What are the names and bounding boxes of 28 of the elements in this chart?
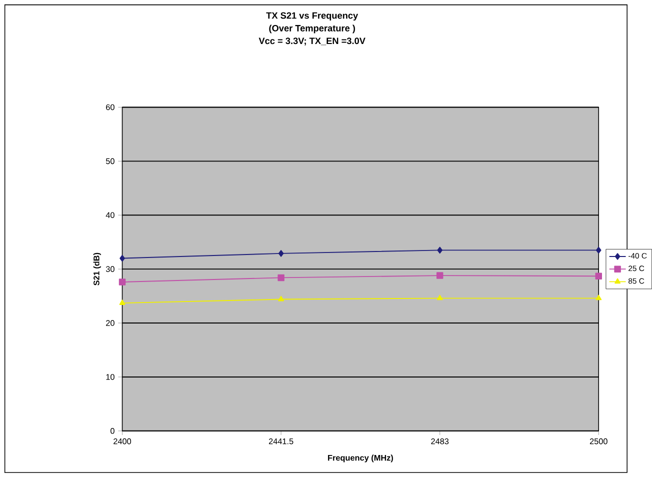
point: [437, 246, 442, 254]
point: [118, 278, 126, 286]
y-tick-label: 0: [110, 428, 114, 434]
x-tick-label: 2400: [114, 438, 132, 444]
x-tick-label: 2483: [431, 438, 449, 444]
chart-subtitle: (Over Temperature ): [269, 24, 355, 34]
y-tick-label: 20: [106, 320, 114, 326]
text: Vcc = 3.3V; TX_EN =3.0V: [258, 37, 366, 46]
y-tick-label: 40: [106, 212, 114, 218]
point: [278, 274, 284, 281]
y-tick-label: 50: [106, 158, 114, 164]
y-tick-label: 10: [106, 374, 114, 380]
point: [436, 272, 444, 279]
point: [595, 272, 602, 280]
point: [596, 246, 602, 254]
x-tick-label: 2441.5: [268, 438, 294, 444]
point: [278, 250, 284, 257]
y-tick-label: 60: [106, 104, 114, 110]
point: [120, 254, 125, 262]
y-axis-title: S21 (dB): [93, 252, 101, 286]
chart-title: TX S21 vs Frequency: [266, 12, 358, 20]
point: [119, 300, 126, 305]
x-axis-title: Frequency (MHz): [328, 454, 393, 462]
y-tick-label: 30: [106, 266, 114, 272]
x-tick-label: 2500: [590, 438, 608, 444]
point: [278, 296, 284, 302]
point: [436, 294, 443, 300]
point: [596, 294, 602, 300]
